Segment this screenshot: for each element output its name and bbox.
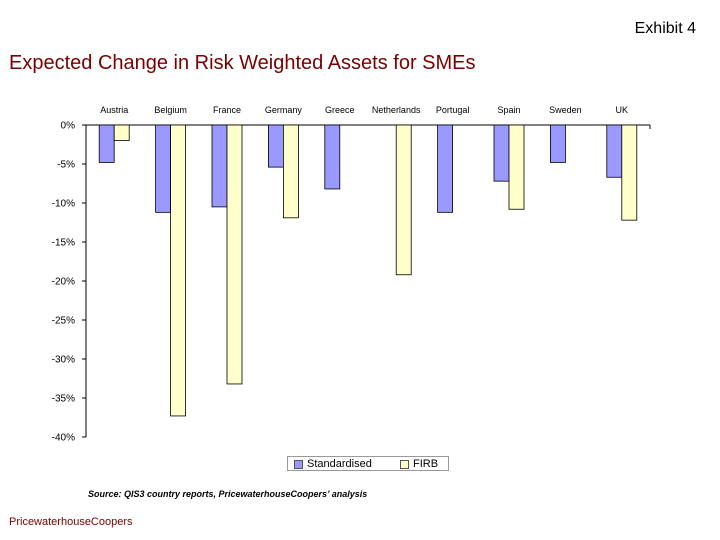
- y-tick-label: -10%: [52, 199, 75, 210]
- page-title: Expected Change in Risk Weighted Assets …: [9, 52, 476, 74]
- category-label-spain: Spain: [497, 105, 520, 115]
- footer-company: PricewaterhouseCoopers: [9, 516, 133, 528]
- bar-standardised-france: [211, 124, 228, 208]
- legend-item-standardised: Standardised: [294, 458, 372, 470]
- bar-firb-uk: [621, 124, 638, 221]
- bar-firb-netherlands: [395, 124, 412, 276]
- y-tick-label: -25%: [52, 316, 75, 327]
- y-tick-label: -5%: [57, 160, 75, 171]
- bar-firb-france: [226, 124, 243, 385]
- legend-swatch-firb: [400, 459, 409, 469]
- legend-label-standardised: Standardised: [307, 458, 372, 470]
- exhibit-label: Exhibit 4: [634, 20, 696, 37]
- y-tick-label: -15%: [52, 238, 75, 249]
- bar-standardised-austria: [98, 124, 115, 163]
- bar-firb-austria: [113, 124, 130, 141]
- category-label-netherlands: Netherlands: [372, 105, 421, 115]
- y-tick-label: -35%: [52, 394, 75, 405]
- legend-swatch-standardised: [294, 459, 303, 469]
- source-note: Source: QIS3 country reports, Pricewater…: [88, 489, 368, 499]
- y-tick-label: -20%: [52, 277, 75, 288]
- legend-label-firb: FIRB: [413, 458, 439, 470]
- category-label-portugal: Portugal: [436, 105, 470, 115]
- bar-firb-belgium: [170, 124, 187, 417]
- category-label-france: France: [213, 105, 241, 115]
- bar-standardised-germany: [267, 124, 284, 168]
- category-label-austria: Austria: [100, 105, 128, 115]
- bar-firb-spain: [508, 124, 525, 210]
- chart-legend: Standardised FIRB: [287, 456, 449, 471]
- category-label-greece: Greece: [325, 105, 355, 115]
- bar-standardised-greece: [324, 124, 341, 190]
- y-tick-label: 0%: [61, 121, 76, 132]
- legend-item-firb: FIRB: [400, 458, 438, 470]
- bar-standardised-spain: [493, 124, 510, 182]
- category-label-uk: UK: [616, 105, 629, 115]
- bar-standardised-sweden: [550, 124, 566, 163]
- bar-standardised-uk: [606, 124, 623, 178]
- category-label-germany: Germany: [265, 105, 303, 115]
- bar-standardised-portugal: [437, 124, 454, 213]
- category-label-sweden: Sweden: [549, 105, 582, 115]
- bar-firb-germany: [282, 124, 299, 219]
- category-label-belgium: Belgium: [154, 105, 187, 115]
- bar-standardised-belgium: [155, 124, 172, 213]
- y-tick-label: -30%: [52, 355, 75, 366]
- y-tick-label: -40%: [52, 433, 75, 444]
